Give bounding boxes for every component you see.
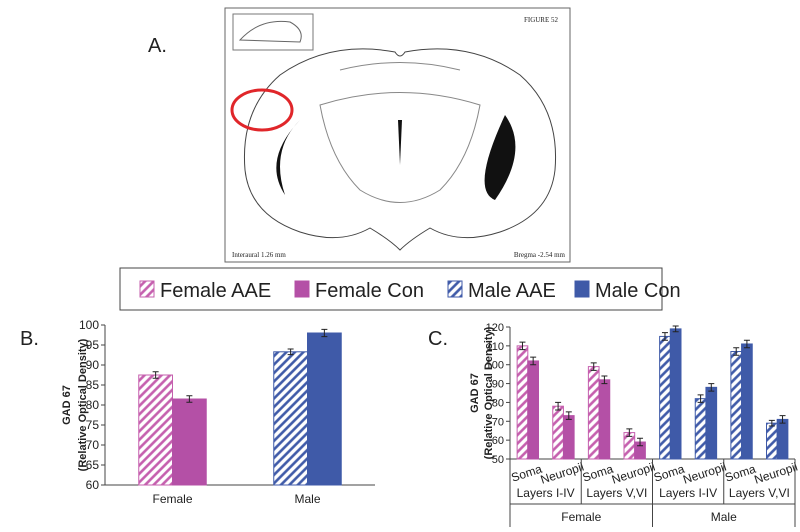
legend-swatch xyxy=(447,280,463,298)
error-bar xyxy=(768,419,775,427)
legend-label: Male AAE xyxy=(468,280,556,302)
layer-label: Layers V,VI xyxy=(729,486,790,500)
y-axis-label: (Relative Optical Density) xyxy=(483,326,495,459)
error-bar xyxy=(590,362,597,371)
bar xyxy=(659,335,671,460)
bar xyxy=(307,332,342,486)
bar xyxy=(705,386,718,460)
bar xyxy=(552,405,564,460)
y-tick-label: 95 xyxy=(86,338,100,352)
ventricle xyxy=(398,120,402,165)
y-tick-label: 80 xyxy=(86,398,100,412)
error-bar xyxy=(697,394,704,403)
panel-label: B. xyxy=(20,328,39,350)
bar xyxy=(273,351,308,486)
legend-label: Female AAE xyxy=(160,280,271,302)
error-bar xyxy=(555,401,562,411)
y-tick-label: 85 xyxy=(86,378,100,392)
y-tick-label: 110 xyxy=(486,341,504,353)
y-tick-label: 100 xyxy=(79,318,99,332)
error-bar xyxy=(530,356,537,366)
y-tick-label: 50 xyxy=(492,454,504,466)
error-bar xyxy=(708,383,715,392)
error-bar xyxy=(661,332,668,341)
x-tick-label: Neuropil xyxy=(753,460,800,487)
error-bar xyxy=(565,411,572,420)
bar xyxy=(766,422,778,460)
highlight-circle xyxy=(230,88,294,132)
bar xyxy=(516,345,529,460)
error-bar xyxy=(601,375,608,385)
error-bar xyxy=(287,348,294,356)
y-tick-label: 90 xyxy=(86,358,100,372)
error-bar xyxy=(779,415,786,424)
bar xyxy=(138,374,173,486)
y-tick-label: 60 xyxy=(86,478,100,492)
y-tick-label: 80 xyxy=(492,397,504,409)
x-tick-label: Female xyxy=(152,492,192,506)
x-tick-label: Neuropil xyxy=(539,460,586,487)
bar xyxy=(527,360,539,460)
y-axis-label: GAD 67 xyxy=(61,385,73,425)
layer-label: Layers I-IV xyxy=(517,486,575,500)
bar xyxy=(669,328,682,460)
bar xyxy=(598,379,611,460)
legend-swatch xyxy=(294,280,310,298)
error-bar xyxy=(637,437,644,447)
atlas-figure: FIGURE 52 xyxy=(524,16,559,24)
error-bar xyxy=(743,339,750,349)
x-tick-label: Male xyxy=(294,492,320,506)
bar xyxy=(562,415,575,460)
layer-label: Layers V,VI xyxy=(586,486,647,500)
bar xyxy=(694,398,707,460)
error-bar xyxy=(186,395,193,403)
group-label: Female xyxy=(561,510,601,524)
y-tick-label: 75 xyxy=(86,418,100,432)
error-bar xyxy=(672,325,679,333)
error-bar xyxy=(321,328,328,338)
y-tick-label: 70 xyxy=(86,438,100,452)
group-label: Male xyxy=(711,510,737,524)
y-tick-label: 70 xyxy=(492,416,504,428)
ventricle xyxy=(276,120,300,195)
atlas: FIGURE 52 Interaural 1.26 mm Bregma -2.5… xyxy=(224,7,571,263)
y-tick-label: 65 xyxy=(86,458,100,472)
legend-box xyxy=(119,267,663,311)
error-bar xyxy=(626,428,633,437)
bar xyxy=(172,398,207,486)
panel-label: C. xyxy=(428,328,448,350)
error-bar xyxy=(152,371,159,379)
ventricle xyxy=(484,115,516,200)
bar xyxy=(587,366,600,460)
y-axis-label: GAD 67 xyxy=(469,373,481,413)
error-bar xyxy=(519,341,526,351)
legend-label: Male Con xyxy=(595,280,681,302)
atlas-interaural: Interaural 1.26 mm xyxy=(232,251,286,259)
legend-swatch xyxy=(139,280,155,298)
x-tick-label: Neuropil xyxy=(610,460,657,487)
bar xyxy=(776,418,789,460)
brain-structure xyxy=(319,92,481,203)
y-tick-label: 120 xyxy=(486,322,504,334)
atlas-bregma: Bregma -2.54 mm xyxy=(514,251,566,259)
x-tick-label: Neuropil xyxy=(681,460,728,487)
y-axis-label: (Relative Optical Density) xyxy=(77,338,89,471)
legend-label: Female Con xyxy=(315,280,424,302)
bar xyxy=(741,343,753,460)
brain-structure xyxy=(339,62,461,71)
panel-label: A. xyxy=(148,35,167,57)
atlas-inset xyxy=(232,13,314,51)
error-bar xyxy=(733,347,740,356)
y-tick-label: 60 xyxy=(492,435,504,447)
y-tick-label: 100 xyxy=(486,360,504,372)
layer-label: Layers I-IV xyxy=(659,486,717,500)
atlas-inset-brain xyxy=(238,20,302,43)
bar xyxy=(730,351,743,460)
legend-swatch xyxy=(574,280,590,298)
y-tick-label: 90 xyxy=(492,379,504,391)
